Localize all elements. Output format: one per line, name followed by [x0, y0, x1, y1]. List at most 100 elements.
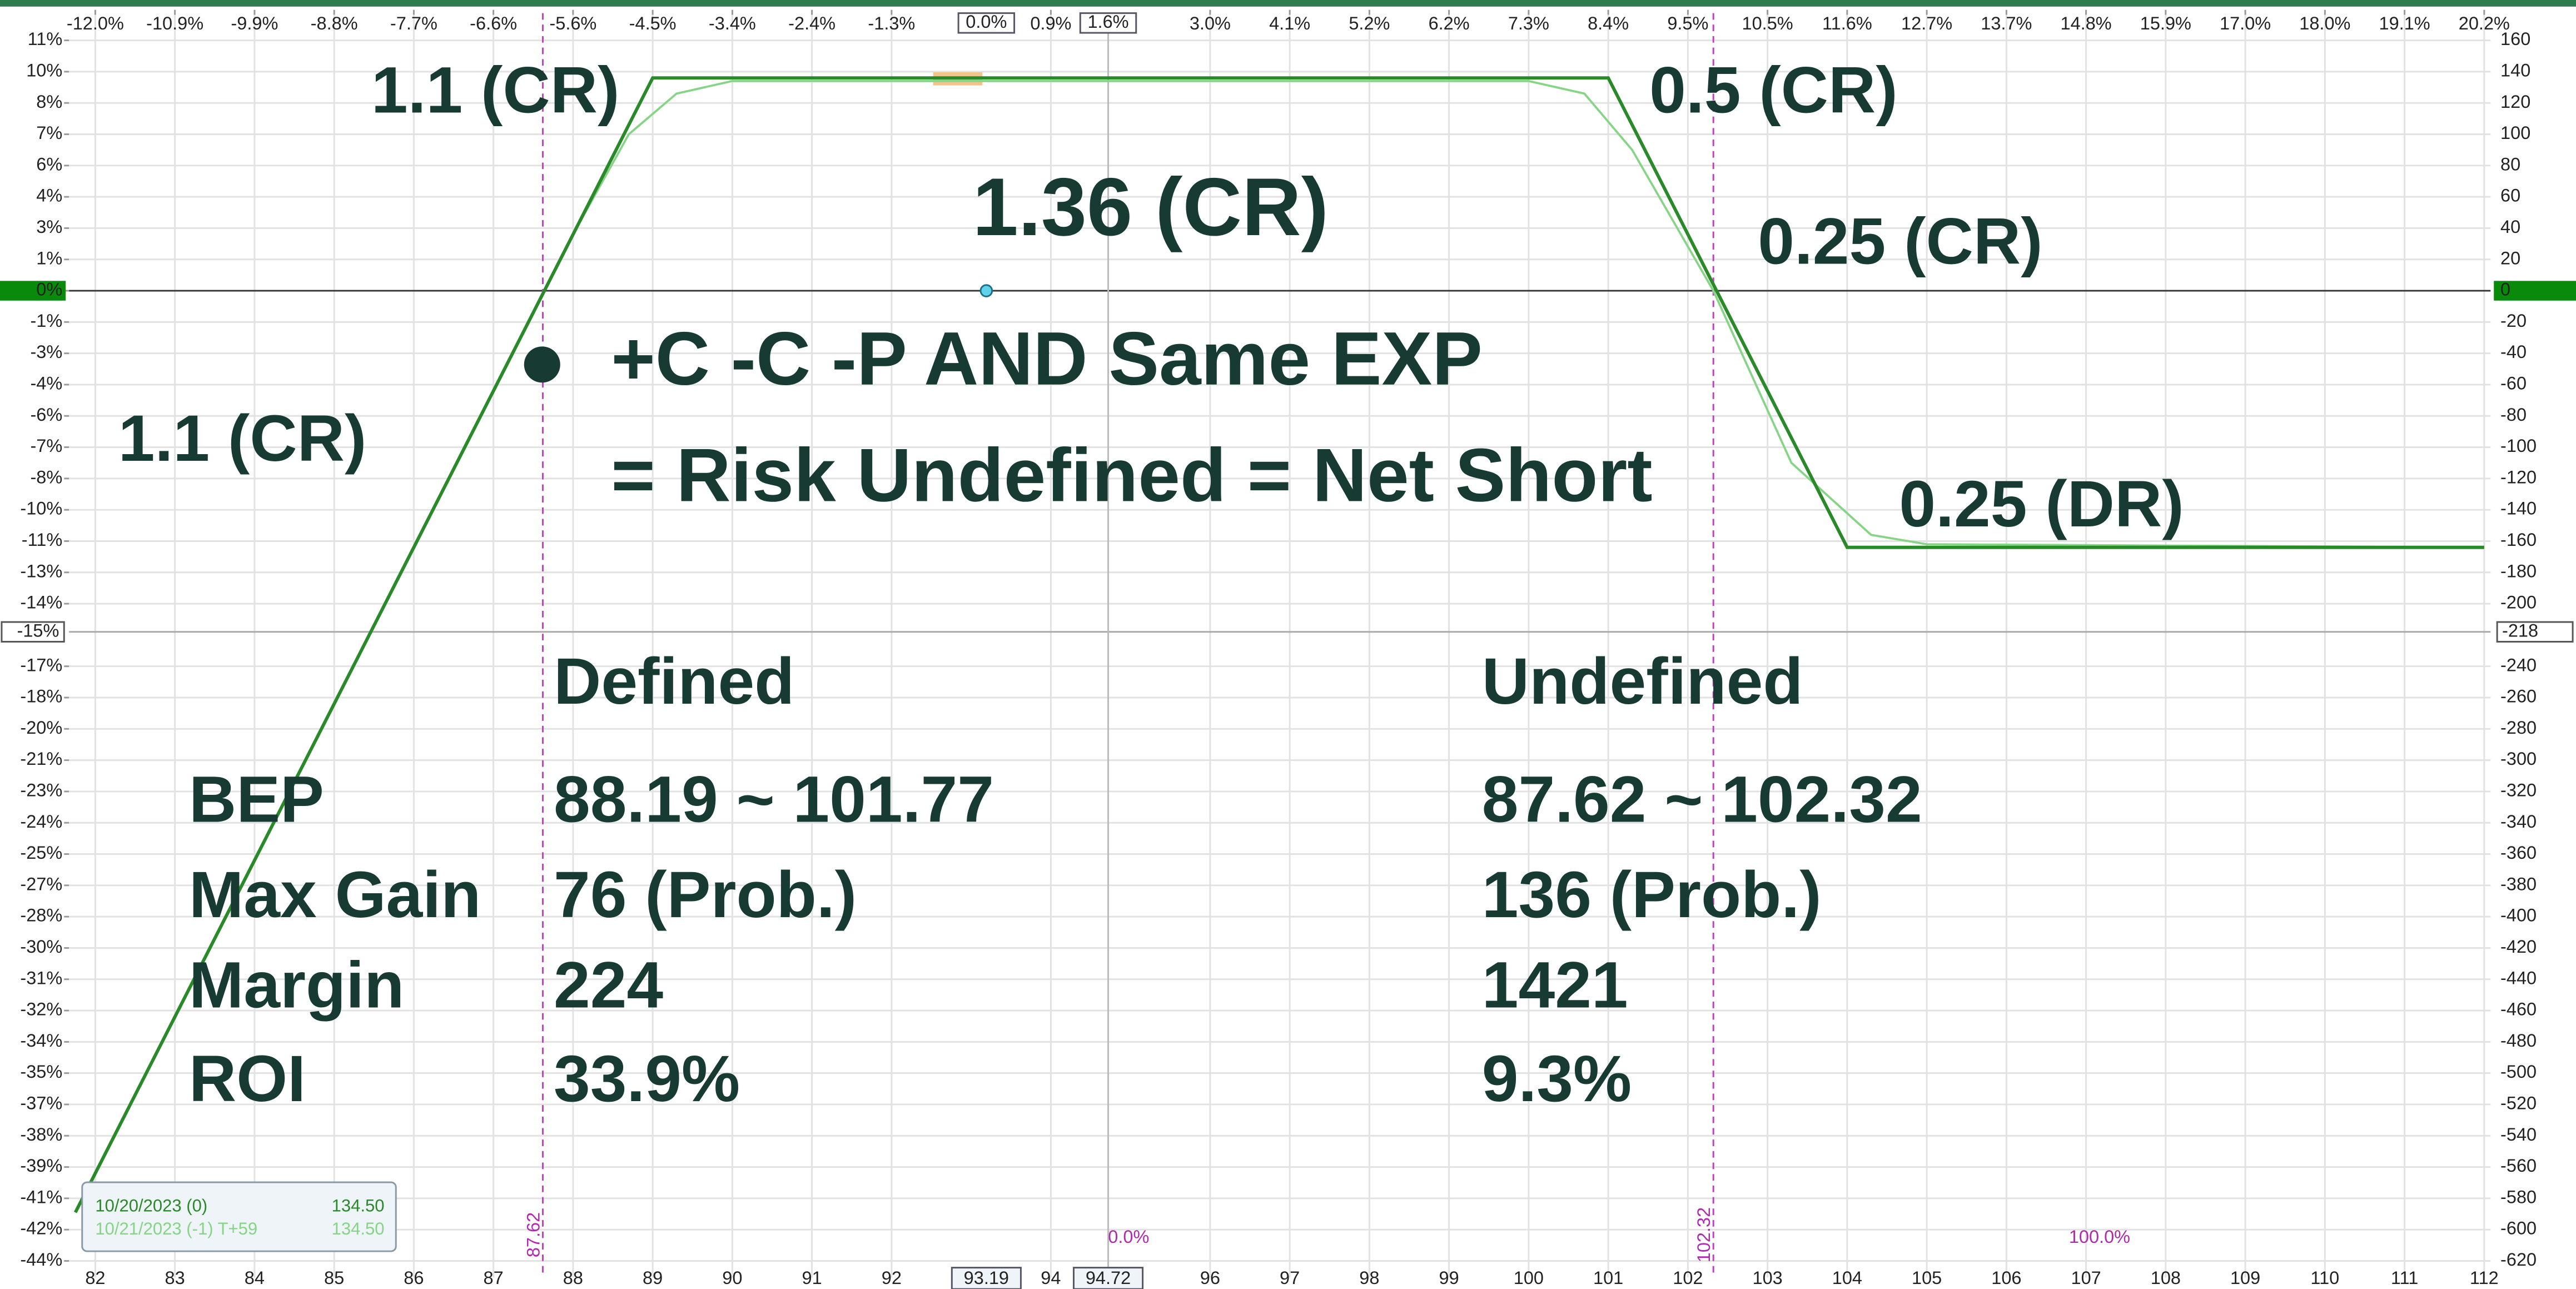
y-tick-label: -17%	[20, 655, 62, 675]
y-tick-label: -4%	[30, 374, 62, 394]
level-left-label: -15%	[17, 620, 59, 640]
x-top-tick-label: -4.5%	[629, 13, 677, 33]
x-top-tick-label: 17.0%	[2220, 13, 2271, 33]
table-header: Defined	[554, 645, 794, 718]
y-tick-label: 3%	[36, 217, 62, 237]
y-tick-label: -42%	[20, 1218, 62, 1238]
y2-tick-label: -200	[2500, 593, 2537, 613]
legend-box	[81, 1181, 397, 1252]
y2-tick-label: -240	[2500, 655, 2537, 675]
y2-tick-label: 140	[2500, 61, 2530, 81]
y2-tick-label: -340	[2500, 812, 2537, 832]
table-row-label: Max Gain	[189, 858, 481, 932]
x-tick-label: 87	[484, 1268, 504, 1288]
y2-tick-label: -40	[2500, 342, 2527, 362]
x-tick-label: 94	[1041, 1268, 1061, 1288]
y2-tick-label: -480	[2500, 1031, 2537, 1051]
x-top-tick-label: 3.0%	[1190, 13, 1231, 33]
y-tick-label: -44%	[20, 1250, 62, 1270]
y-tick-label: 11%	[28, 29, 63, 49]
x-tick-label: 111	[2391, 1268, 2418, 1288]
price-label: 94.72	[1086, 1268, 1131, 1288]
y2-tick-label: -300	[2500, 749, 2537, 769]
zero-box	[0, 281, 66, 301]
x-tick-label: 100	[1514, 1268, 1544, 1288]
x-top-tick-label: -6.6%	[470, 13, 517, 33]
y-tick-label: 0%	[36, 280, 62, 300]
y-tick-label: -37%	[20, 1093, 62, 1113]
y-tick-label: -31%	[20, 968, 62, 988]
x-tick-label: 86	[404, 1268, 424, 1288]
x-top-tick-label: 20.2%	[2459, 13, 2510, 33]
y2-tick-label: -620	[2500, 1250, 2537, 1270]
table-cell: 76 (Prob.)	[554, 858, 857, 932]
level-right-label: -218	[2502, 620, 2538, 640]
breakeven-label: 87.62	[523, 1212, 543, 1257]
y2-tick-label: -260	[2500, 686, 2537, 706]
probability-label: 0.0%	[1108, 1227, 1149, 1247]
y-tick-label: -10%	[20, 499, 62, 519]
y-tick-label: -34%	[20, 1031, 62, 1051]
y2-tick-label: -420	[2500, 937, 2537, 957]
level-box	[1, 621, 65, 643]
y2-tick-label: 20	[2500, 248, 2520, 268]
y2-tick-label: -120	[2500, 467, 2537, 487]
y-tick-label: 10%	[26, 61, 62, 81]
x-top-tick-label: -2.4%	[788, 13, 836, 33]
top-bar	[0, 0, 2576, 7]
annotation: 1.36 (CR)	[973, 161, 1329, 253]
level-box	[2496, 621, 2574, 643]
y-tick-label: -21%	[20, 749, 62, 769]
table-cell: 224	[554, 949, 663, 1022]
y-tick-label: -13%	[20, 561, 62, 581]
x-top-tick-label: 9.5%	[1667, 13, 1708, 33]
y2-tick-label: 60	[2500, 186, 2520, 206]
x-top-tick-label: 13.7%	[1981, 13, 2032, 33]
x-top-tick-label: -7.7%	[390, 13, 437, 33]
annotation: 1.1 (CR)	[118, 402, 367, 475]
payoff-line	[74, 79, 2484, 1213]
table-cell: 87.62 ~ 102.32	[1482, 763, 1922, 837]
x-top-tick-label: -5.6%	[549, 13, 596, 33]
x-tick-label: 99	[1439, 1268, 1459, 1288]
x-tick-label: 88	[563, 1268, 583, 1288]
x-top-tick-label: 0.9%	[1030, 13, 1071, 33]
probability-label: 100.0%	[2069, 1227, 2130, 1247]
y-tick-label: -41%	[20, 1187, 62, 1207]
y-tick-label: 1%	[36, 248, 62, 268]
price-box	[1072, 1267, 1144, 1289]
table: BEP 88.19 ~ 101.77 87.62 ~ 102.32 Max Gain 7…	[189, 763, 1922, 1116]
x-tick-label: 98	[1359, 1268, 1379, 1288]
y2-tick-label: -600	[2500, 1218, 2537, 1238]
x-tick-label: 89	[643, 1268, 663, 1288]
x-tick-label: 82	[85, 1268, 105, 1288]
x-tick-label: 106	[1991, 1268, 2021, 1288]
annotation: 1.1 (CR)	[371, 54, 620, 127]
x-top-tick-label: 15.9%	[2140, 13, 2191, 33]
y2-tick-label: 100	[2500, 123, 2530, 143]
x-top-tick-label: 11.6%	[1822, 13, 1872, 33]
annotation: 0.25 (CR)	[1758, 205, 2042, 278]
table-cell: 33.9%	[554, 1042, 740, 1116]
x-top-tick-label: 19.1%	[2379, 13, 2430, 33]
y-tick-label: -23%	[20, 780, 62, 800]
x-tick-label: 90	[722, 1268, 742, 1288]
x-tick-label: 96	[1200, 1268, 1220, 1288]
price-box	[957, 12, 1016, 34]
x-tick-label: 112	[2470, 1268, 2499, 1288]
price-box	[951, 1267, 1022, 1289]
x-top-tick-label: 18.0%	[2299, 13, 2350, 33]
table-cell: 88.19 ~ 101.77	[554, 763, 994, 837]
bullet	[524, 346, 560, 383]
legend-value: 134.50	[332, 1196, 385, 1215]
legend-entry: 10/20/2023 (0)	[95, 1196, 207, 1215]
y2-tick-label: -140	[2500, 499, 2537, 519]
y-tick-label: -18%	[20, 686, 62, 706]
legend: 10/20/2023 (0) 134.50 10/21/2023 (-1) T+…	[81, 1181, 397, 1252]
table-row-label: Margin	[189, 949, 404, 1022]
x-top-tick-label: 12.7%	[1901, 13, 1952, 33]
x-tick-label: 103	[1752, 1268, 1782, 1288]
y2-tick-label: -60	[2500, 374, 2527, 394]
zero-box	[2494, 281, 2576, 301]
